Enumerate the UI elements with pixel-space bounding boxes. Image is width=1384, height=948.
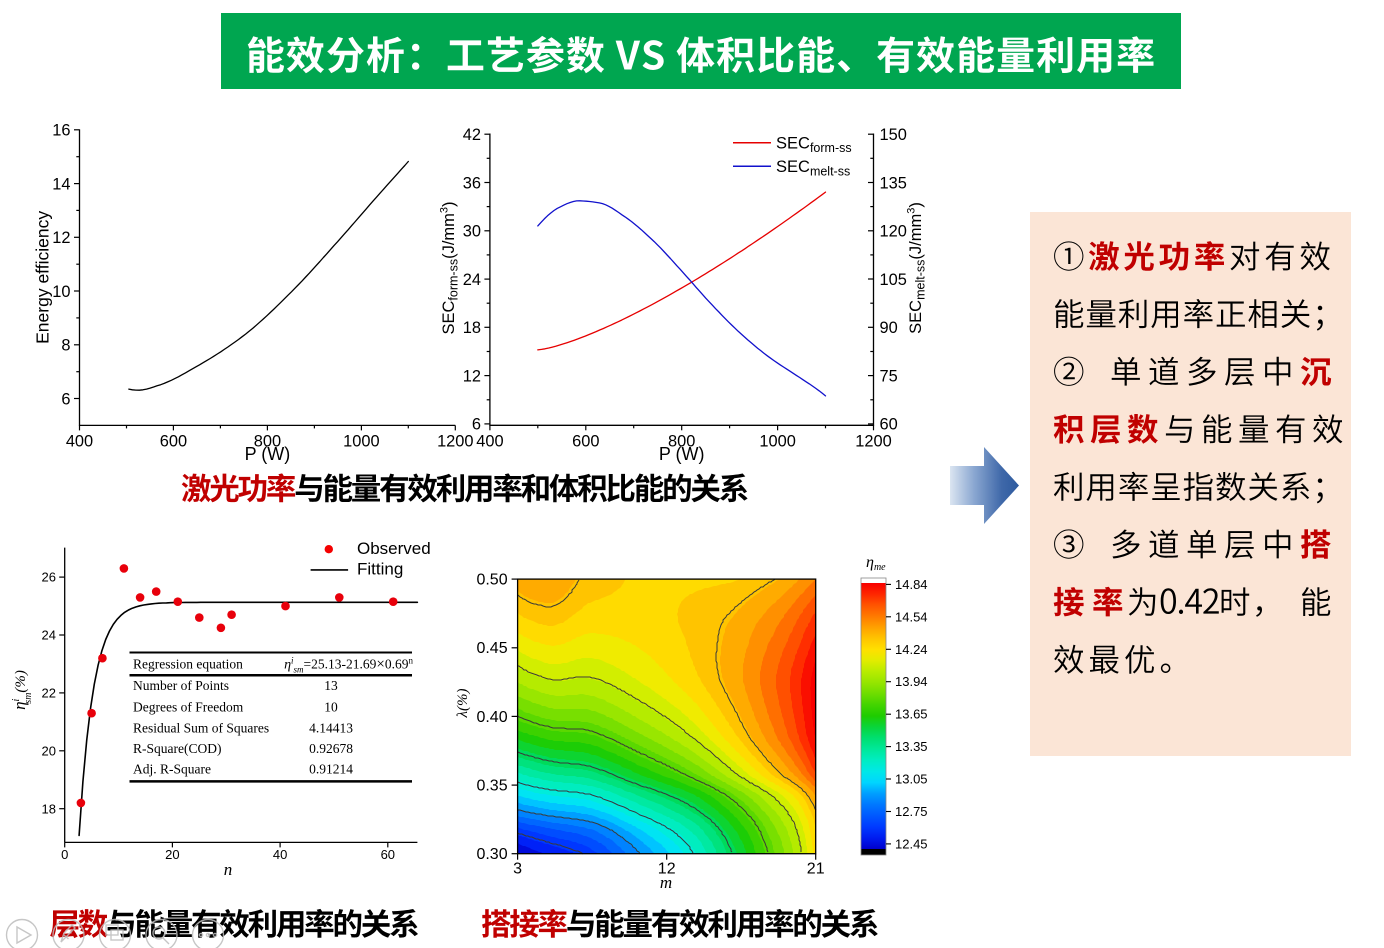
svg-text:3: 3 [513, 861, 522, 878]
svg-text:150: 150 [880, 126, 907, 144]
svg-text:12.75: 12.75 [895, 804, 928, 819]
svg-text:14: 14 [52, 175, 70, 193]
svg-text:0.35: 0.35 [476, 778, 507, 795]
svg-text:1000: 1000 [759, 433, 795, 451]
svg-text:40: 40 [273, 847, 287, 862]
svg-text:4.14413: 4.14413 [309, 721, 353, 736]
svg-text:Adj. R-Square: Adj. R-Square [133, 762, 211, 777]
svg-text:Degrees of Freedom: Degrees of Freedom [133, 700, 244, 715]
svg-text:600: 600 [572, 433, 599, 451]
svg-text:21: 21 [807, 861, 825, 878]
svg-text:13.35: 13.35 [895, 739, 928, 754]
svg-text:18: 18 [463, 319, 481, 337]
svg-text:0.40: 0.40 [476, 709, 507, 726]
svg-text:60: 60 [381, 847, 395, 862]
svg-text:22: 22 [42, 686, 56, 701]
svg-text:20: 20 [42, 743, 56, 758]
svg-text:36: 36 [463, 174, 481, 192]
svg-text:13.05: 13.05 [895, 772, 928, 787]
svg-text:14.54: 14.54 [895, 609, 928, 624]
svg-text:1200: 1200 [855, 433, 891, 451]
svg-text:Fitting: Fitting [357, 559, 403, 578]
svg-text:0.45: 0.45 [476, 640, 507, 657]
svg-text:10: 10 [324, 700, 338, 715]
svg-text:600: 600 [160, 433, 187, 451]
svg-text:14.24: 14.24 [895, 642, 928, 657]
svg-text:12: 12 [658, 861, 676, 878]
svg-text:ηism=25.13-21.69×0.69n: ηism=25.13-21.69×0.69n [284, 655, 413, 674]
svg-text:0.92678: 0.92678 [309, 741, 353, 756]
svg-text:Number of Points: Number of Points [133, 678, 229, 693]
svg-text:Regression equation: Regression equation [133, 656, 243, 671]
svg-text:0.30: 0.30 [476, 846, 507, 863]
svg-text:24: 24 [42, 628, 56, 643]
svg-text:30: 30 [463, 223, 481, 241]
svg-text:20: 20 [165, 847, 179, 862]
svg-text:SECmelt-ss(J/mm3): SECmelt-ss(J/mm3) [906, 202, 928, 334]
svg-text:26: 26 [42, 570, 56, 585]
svg-text:13.65: 13.65 [895, 707, 928, 722]
svg-text:0.91214: 0.91214 [309, 762, 353, 777]
svg-text:0: 0 [61, 847, 68, 862]
svg-text:400: 400 [66, 433, 93, 451]
svg-text:8: 8 [61, 337, 70, 355]
svg-text:P (W): P (W) [659, 444, 705, 464]
svg-text:0.50: 0.50 [476, 572, 507, 589]
svg-text:13.94: 13.94 [895, 674, 928, 689]
svg-text:12: 12 [52, 229, 70, 247]
svg-text:12.45: 12.45 [895, 836, 928, 851]
svg-text:n: n [224, 860, 233, 879]
svg-text:75: 75 [880, 367, 898, 385]
svg-text:R-Square(COD): R-Square(COD) [133, 741, 221, 756]
svg-text:6: 6 [472, 416, 481, 434]
svg-text:Residual Sum of Squares: Residual Sum of Squares [133, 721, 269, 736]
svg-text:λ(%): λ(%) [455, 689, 471, 719]
svg-text:42: 42 [463, 126, 481, 144]
svg-text:14.84: 14.84 [895, 577, 928, 592]
svg-text:10: 10 [52, 283, 70, 301]
svg-text:16: 16 [52, 122, 70, 140]
svg-text:12: 12 [463, 367, 481, 385]
svg-text:90: 90 [880, 319, 898, 337]
svg-text:SECform-ss(J/mm3): SECform-ss(J/mm3) [439, 201, 461, 334]
svg-text:18: 18 [42, 801, 56, 816]
svg-text:105: 105 [880, 271, 907, 289]
svg-text:m: m [660, 873, 672, 892]
svg-text:ηism(%): ηism(%) [10, 670, 34, 710]
svg-text:Observed: Observed [357, 539, 431, 558]
svg-text:Energy efficiency: Energy efficiency [32, 211, 52, 344]
svg-text:800: 800 [254, 433, 281, 451]
svg-text:1200: 1200 [437, 433, 473, 451]
svg-text:400: 400 [476, 433, 503, 451]
svg-text:1000: 1000 [343, 433, 379, 451]
svg-text:6: 6 [61, 390, 70, 408]
svg-text:13: 13 [324, 678, 338, 693]
svg-text:60: 60 [880, 416, 898, 434]
svg-text:800: 800 [668, 433, 695, 451]
svg-text:24: 24 [463, 271, 481, 289]
svg-text:135: 135 [880, 174, 907, 192]
svg-text:120: 120 [880, 223, 907, 241]
svg-text:P (W): P (W) [245, 444, 291, 464]
